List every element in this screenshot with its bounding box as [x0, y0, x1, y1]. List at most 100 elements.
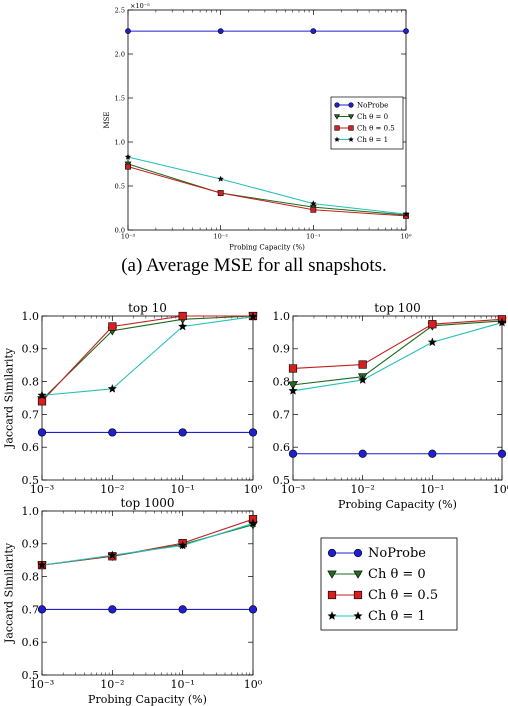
data-point	[178, 321, 188, 331]
data-point	[358, 449, 367, 458]
y-tick-label: 2.0	[115, 50, 125, 58]
x-tick-label: 10⁻¹	[306, 233, 321, 241]
series-line-3	[41, 315, 253, 402]
data-point	[178, 605, 187, 614]
x-tick-label: 10⁻¹	[171, 483, 195, 496]
legend: NoProbe Ch θ = 0 Ch θ = 0.5 Ch θ = 1	[330, 96, 404, 150]
legend-marker	[353, 548, 363, 558]
series-line-2	[41, 315, 254, 401]
y-axis-label: MSE	[103, 111, 111, 128]
legend-marker	[347, 114, 355, 120]
data-point	[288, 386, 298, 395]
data-point	[288, 449, 298, 458]
y-tick-label: 1.0	[273, 310, 291, 323]
data-point	[428, 320, 437, 329]
data-point	[288, 381, 298, 390]
y-tick-label: 0.5	[115, 182, 125, 190]
data-point	[288, 364, 298, 373]
legend-marker	[327, 548, 337, 558]
x-tick-label: 10⁻²	[100, 483, 124, 496]
data-point	[427, 337, 437, 347]
legend-label: Ch θ = 0	[357, 113, 388, 121]
y-tick-label: 0.6	[273, 441, 291, 454]
legend-marker	[348, 136, 354, 142]
data-point	[310, 28, 317, 35]
series-line-4	[292, 322, 503, 392]
y-tick-label: 0.5	[273, 474, 291, 487]
legend-label: Ch θ = 0.5	[357, 124, 395, 132]
y-tick-label: 0.8	[22, 375, 40, 388]
chart-title: top 1000	[120, 496, 174, 510]
y-tick-label: 1.5	[115, 94, 125, 102]
legend-marker	[327, 590, 337, 600]
legend-label: Ch θ = 0	[368, 567, 426, 582]
legend-marker	[353, 570, 363, 579]
y-tick-label: 1.0	[22, 310, 40, 323]
plot-frame	[292, 315, 503, 481]
shared-legend: NoProbe Ch θ = 0 Ch θ = 0.5 Ch θ = 1	[320, 537, 458, 631]
data-point	[248, 428, 258, 437]
data-point	[428, 449, 437, 458]
x-tick-label: 10⁻²	[351, 483, 375, 496]
data-point	[178, 540, 188, 550]
data-point	[248, 311, 258, 321]
plot-frame	[41, 315, 254, 481]
x-tick-label: 10⁻¹	[420, 483, 444, 496]
chart-title: top 100	[374, 301, 420, 315]
x-tick-label: 10⁻³	[30, 678, 54, 691]
data-point	[37, 605, 47, 614]
legend-marker	[348, 125, 354, 131]
legend-marker	[353, 590, 363, 600]
y-tick-label: 1.0	[115, 138, 125, 146]
data-point	[248, 605, 258, 614]
legend-box	[330, 96, 404, 150]
y-tick-label: 0.6	[22, 636, 40, 649]
x-tick-label: 10⁻³	[281, 483, 305, 496]
y-tick-label: 0.7	[273, 408, 291, 421]
chart-panel-3: 10⁻³ 10⁻² 10⁻¹ 10⁰ 0.5 0.6 0.7 0.8 0.9 1.0 top 100…	[273, 301, 508, 511]
y-axis-label: Jaccard Similarity	[3, 347, 16, 449]
legend-label: NoProbe	[357, 101, 388, 109]
y-tick-label: 1.0	[22, 505, 40, 518]
y-tick-label: 0.7	[22, 408, 40, 421]
chart-panel-2: 10⁻³ 10⁻² 10⁻¹ 10⁰ 0.5 0.6 0.7 0.8 0.9 1.0 top 10 J…	[3, 301, 263, 496]
data-point	[402, 210, 410, 217]
data-point	[217, 175, 224, 182]
legend-marker	[353, 611, 363, 620]
series-line-2	[127, 163, 407, 216]
y-tick-label: 2.5	[115, 6, 125, 14]
x-tick-label: 10⁰	[401, 233, 412, 241]
data-point	[178, 311, 187, 321]
data-point	[217, 28, 224, 35]
data-point	[37, 390, 47, 400]
y-tick-label: 0.6	[22, 441, 40, 454]
legend-marker	[327, 570, 337, 579]
data-point	[497, 317, 507, 327]
data-point	[217, 190, 224, 196]
data-point	[248, 518, 258, 528]
legend-marker	[334, 102, 340, 108]
plot-frame	[127, 9, 407, 231]
legend-marker	[334, 125, 340, 131]
legend-label: Ch θ = 1	[357, 136, 388, 144]
x-tick-label: 10⁻³	[30, 483, 54, 496]
data-point	[108, 428, 117, 437]
y-tick-label: 0.0	[115, 226, 125, 234]
y-tick-label: 0.9	[273, 343, 291, 356]
x-tick-label: 10⁰	[244, 678, 263, 691]
y-tick-label: 0.8	[22, 570, 40, 583]
series-line-4	[41, 316, 254, 396]
data-point	[497, 449, 507, 458]
data-point	[107, 384, 117, 393]
data-point	[107, 550, 117, 560]
x-axis-label: Probing Capacity (%)	[229, 244, 305, 252]
x-axis-label: Probing Capacity (%)	[338, 498, 457, 511]
legend-marker	[348, 102, 354, 108]
data-point	[403, 28, 409, 35]
legend-marker	[333, 114, 341, 120]
chart-title: top 10	[128, 301, 167, 315]
legend-label: Ch θ = 0.5	[368, 588, 438, 603]
y-tick-label: 0.7	[22, 603, 40, 616]
series-line-3	[292, 318, 503, 370]
